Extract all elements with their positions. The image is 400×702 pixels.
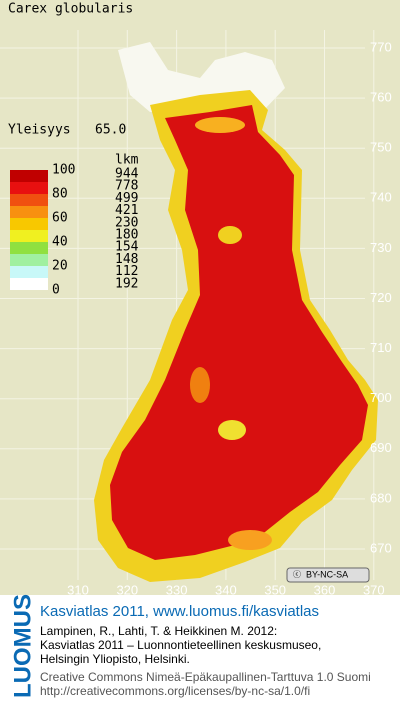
- legend-swatch: [10, 218, 48, 230]
- y-axis-label: 750: [370, 140, 392, 155]
- footer-license: Creative Commons Nimeä-Epäkaupallinen-Ta…: [40, 670, 371, 684]
- y-axis-label: 670: [370, 540, 392, 555]
- map-patch: [218, 420, 246, 440]
- legend-count: 230: [115, 215, 138, 230]
- x-axis-label: 310: [67, 582, 89, 597]
- y-axis-label: 740: [370, 190, 392, 205]
- footer-headline: Kasviatlas 2011, www.luomus.fi/kasviatla…: [40, 603, 319, 620]
- y-axis-label: 710: [370, 340, 392, 355]
- legend-swatch: [10, 254, 48, 266]
- map-title: Carex globularis: [8, 2, 133, 17]
- license-badge: [286, 567, 370, 583]
- map: [94, 42, 378, 582]
- legend-count: 499: [115, 191, 138, 206]
- x-axis-label: 360: [314, 582, 336, 597]
- legend-scale: 80: [52, 187, 68, 202]
- frequency-value: 65.0: [95, 123, 126, 138]
- footer-citation: Helsingin Yliopisto, Helsinki.: [40, 652, 190, 666]
- legend-swatch: [10, 242, 48, 254]
- footer-license: http://creativecommons.org/licenses/by-n…: [40, 684, 310, 698]
- legend-count: 421: [115, 203, 138, 218]
- legend-swatch: [10, 170, 48, 182]
- legend-scale: 0: [52, 283, 60, 298]
- x-axis-label: 340: [215, 582, 237, 597]
- legend-swatch: [10, 194, 48, 206]
- x-axis-label: 330: [166, 582, 188, 597]
- license-badge-text: BY-NC-SA: [306, 569, 348, 579]
- footer-text: Lampinen, R., Lahti, T. & Heikkinen M. 2…: [40, 624, 371, 698]
- map-patch: [195, 117, 245, 133]
- legend-count: 192: [115, 276, 138, 291]
- x-axis-label: 320: [116, 582, 138, 597]
- footer-bg: [0, 595, 400, 702]
- legend-count-header: lkm: [115, 153, 139, 168]
- axes: 770 760 750 740 730 720 710 700 690 680 670 310 320 3…: [67, 39, 392, 597]
- legend-count: 154: [115, 240, 139, 255]
- legend-swatch: [10, 230, 48, 242]
- x-axis-label: 370: [363, 582, 385, 597]
- legend-swatch: [10, 278, 48, 290]
- legend-count: 148: [115, 252, 138, 267]
- footer-brand: LUOMUS: [9, 594, 36, 698]
- y-axis-label: 760: [370, 90, 392, 105]
- map-inner: [110, 105, 368, 560]
- legend-swatch: [10, 206, 48, 218]
- footer-citation: Kasviatlas 2011 – Luonnontieteellinen ke…: [40, 638, 321, 652]
- frequency-label: Yleisyys: [8, 123, 71, 138]
- legend-scale: 60: [52, 211, 68, 226]
- legend-swatch: [10, 266, 48, 278]
- y-axis-label: 680: [370, 490, 392, 505]
- legend-count: 778: [115, 179, 138, 194]
- legend-count: 112: [115, 264, 138, 279]
- x-axis-label: 350: [264, 582, 286, 597]
- y-axis-label: 720: [370, 290, 392, 305]
- y-axis-label: 700: [370, 390, 392, 405]
- y-axis-label: 770: [370, 39, 392, 54]
- legend-swatch: [10, 182, 48, 194]
- map-patch: [218, 226, 242, 244]
- legend-count: 180: [115, 228, 138, 243]
- legend-scale: 20: [52, 259, 68, 274]
- map-patch: [190, 367, 210, 403]
- license-cc: ⓒ: [293, 570, 301, 579]
- legend-scale: 100: [52, 163, 75, 178]
- y-axis-label: 730: [370, 240, 392, 255]
- legend-scale: 40: [52, 235, 68, 250]
- legend-count: 944: [115, 167, 139, 182]
- map-patch: [228, 530, 272, 550]
- y-axis-label: 690: [370, 440, 392, 455]
- footer-citation: Lampinen, R., Lahti, T. & Heikkinen M. 2…: [40, 624, 277, 638]
